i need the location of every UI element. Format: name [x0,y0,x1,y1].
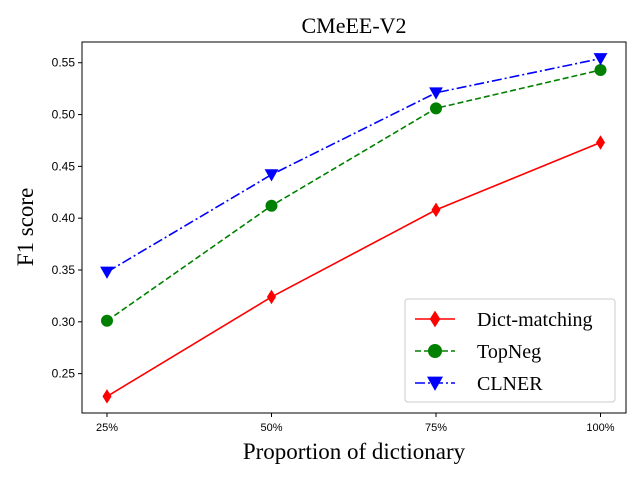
data-point [265,199,278,212]
y-tick-label: 0.45 [52,159,76,173]
data-point [266,289,277,305]
series-line [106,57,601,273]
series-topneg [101,63,607,327]
data-point [431,202,441,218]
legend-marker [428,344,442,358]
data-point [264,169,279,182]
y-axis-label: F1 score [13,188,38,267]
series-dict-matching [102,135,606,404]
data-point [429,87,443,100]
x-tick-label: 100% [586,422,614,434]
data-point [594,63,607,76]
axes-frame [81,41,627,414]
series-line [106,141,601,398]
plot-area: 0.25 0.30 0.35 0.40 0.45 0.50 0.55 25% 50% 75% 100… [52,41,627,434]
legend-box [404,298,616,403]
x-tick-label: 25% [96,422,118,434]
y-tick-label: 0.40 [52,211,76,225]
x-axis-label: Proportion of dictionary [243,439,466,464]
legend-marker [429,310,441,328]
data-point [101,314,113,327]
data-point [430,102,442,115]
y-tick-label: 0.35 [52,263,76,277]
series-clner [100,53,608,279]
data-point [102,389,112,404]
legend: Dict-matching TopNeg CLNER [404,298,616,403]
series-line [106,69,601,322]
legend-marker [426,376,444,391]
y-tick-label: 0.55 [52,56,76,70]
y-tick-label: 0.50 [52,108,76,122]
chart-title: CMeEE-V2 [301,13,406,38]
data-point [100,266,114,279]
y-tick-label: 0.25 [52,367,76,381]
y-tick-label: 0.30 [52,315,76,329]
x-tick-label: 50% [260,422,282,434]
x-tick-label: 75% [425,422,447,434]
legend-label: TopNeg [477,341,541,363]
data-point [595,135,606,150]
legend-label: Dict-matching [477,309,593,331]
legend-label: CLNER [477,373,543,395]
data-point [593,53,608,66]
